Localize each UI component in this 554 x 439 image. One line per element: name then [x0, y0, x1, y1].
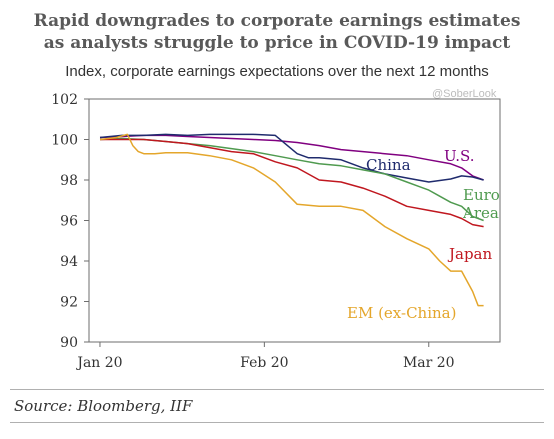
series-line-euro-area [99, 137, 484, 222]
source-note: Source: Bloomberg, IIF [14, 397, 193, 415]
chart-title-line-1: Rapid downgrades to corporate earnings e… [33, 11, 521, 31]
series-label-china: China [366, 156, 411, 174]
series-line-em-ex-china [99, 133, 484, 307]
series-line-u-s [99, 134, 484, 181]
x-axis-ticks: Jan 20 Feb 20 Mar 20 [75, 342, 455, 371]
footer-divider-top [10, 389, 544, 390]
y-tick-label: 100 [51, 133, 78, 149]
y-tick-label: 92 [60, 295, 78, 311]
series-label-u-s: U.S. [444, 147, 475, 165]
y-tick-label: 102 [51, 92, 78, 108]
y-tick-label: 90 [60, 335, 78, 351]
y-axis-ticks: 90 92 94 96 98 100 102 [51, 92, 89, 351]
y-tick-label: 98 [60, 173, 78, 189]
series-label-em-ex-china: EM (ex-China) [347, 304, 456, 322]
series-lines [99, 133, 484, 307]
chart-subtitle: Index, corporate earnings expectations o… [65, 63, 489, 80]
series-label-japan: Japan [447, 245, 493, 263]
series-line-china [99, 133, 484, 183]
chart-title-line-2: as analysts struggle to price in COVID-1… [43, 33, 511, 53]
series-labels: U.S. China Euro Area Japan EM (ex-China) [347, 147, 500, 322]
series-label-euro-area: Euro Area [462, 186, 500, 222]
y-tick-label: 94 [60, 254, 78, 270]
x-tick-label: Jan 20 [75, 355, 122, 371]
y-tick-label: 96 [60, 214, 78, 230]
series-line-japan [100, 138, 484, 228]
watermark: @SoberLook [432, 88, 497, 100]
x-tick-label: Mar 20 [403, 355, 455, 371]
chart-title: Rapid downgrades to corporate earnings e… [0, 10, 554, 54]
x-tick-label: Feb 20 [240, 355, 288, 371]
footer-divider-bottom [10, 422, 544, 423]
